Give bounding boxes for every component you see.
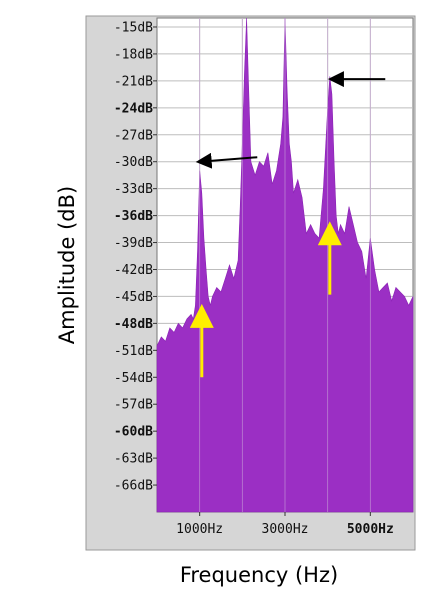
black-arrow — [195, 152, 258, 169]
x-axis: 1000Hz 3000Hz 5000Hz — [176, 512, 394, 537]
y-tick-label: -18dB — [114, 47, 153, 62]
y-tick-label: -57dB — [114, 398, 153, 413]
y-tick-label: -63dB — [114, 452, 153, 467]
y-tick-label: -27dB — [114, 128, 153, 143]
x-tick-label: 1000Hz — [176, 522, 223, 537]
y-tick-label: -21dB — [114, 74, 153, 89]
y-tick-label: -66dB — [114, 479, 153, 494]
y-tick-label: -30dB — [114, 155, 153, 170]
x-tick-label: 3000Hz — [262, 522, 309, 537]
y-tick-label: -54dB — [114, 371, 153, 386]
y-axis-title: Amplitude (dB) — [55, 186, 79, 344]
y-tick-label: -36dB — [114, 209, 153, 224]
y-tick-label: -48dB — [114, 317, 153, 332]
y-axis: -15dB -18dB -21dB -24dB -27dB -30dB -33dB -36dB… — [114, 20, 157, 494]
y-tick-label: -24dB — [114, 101, 153, 116]
series-layer — [156, 17, 414, 513]
x-tick-label: 5000Hz — [347, 522, 394, 537]
y-tick-label: -42dB — [114, 263, 153, 278]
y-tick-label: -15dB — [114, 20, 153, 35]
y-tick-label: -51dB — [114, 344, 153, 359]
y-tick-label: -45dB — [114, 290, 153, 305]
annotations — [189, 71, 386, 378]
y-tick-label: -39dB — [114, 236, 153, 251]
x-axis-title: Frequency (Hz) — [180, 563, 338, 587]
y-tick-label: -60dB — [114, 425, 153, 440]
y-tick-label: -33dB — [114, 182, 153, 197]
